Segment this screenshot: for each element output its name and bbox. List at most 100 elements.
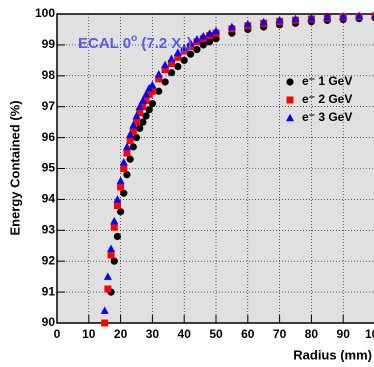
point xyxy=(212,26,220,35)
y-tick-label: 97 xyxy=(42,99,56,113)
point xyxy=(173,48,182,56)
point xyxy=(174,53,182,61)
point xyxy=(275,15,284,24)
point xyxy=(123,149,131,157)
point xyxy=(174,62,182,71)
point xyxy=(123,171,131,179)
point xyxy=(142,97,150,105)
point xyxy=(371,13,374,19)
point xyxy=(110,257,118,265)
y-tick-label: 98 xyxy=(42,68,56,82)
title-part: 0 xyxy=(181,45,187,56)
point xyxy=(126,137,134,145)
point xyxy=(259,17,268,26)
x-tick-label: 90 xyxy=(337,327,351,341)
point xyxy=(132,134,141,142)
x-axis-label: Radius (mm) xyxy=(293,347,372,362)
legend-label: e⁻ 3 GeV xyxy=(302,110,352,124)
legend-label: e⁻ 1 GeV xyxy=(302,74,352,88)
point xyxy=(107,251,115,259)
x-tick-label: 60 xyxy=(241,327,255,341)
y-tick-label: 99 xyxy=(42,37,56,51)
point xyxy=(161,66,169,74)
point xyxy=(212,35,220,43)
point xyxy=(122,142,131,151)
title-part: ) xyxy=(187,35,192,52)
point xyxy=(139,103,147,111)
title-part: ECAL 0 xyxy=(78,35,131,52)
point xyxy=(161,60,170,69)
point xyxy=(286,96,294,104)
x-tick-label: 80 xyxy=(305,327,319,341)
point xyxy=(192,35,201,43)
y-tick-label: 92 xyxy=(42,253,56,267)
point xyxy=(103,272,112,280)
point xyxy=(117,183,125,191)
y-tick-label: 90 xyxy=(42,315,56,329)
point xyxy=(193,45,201,54)
title-part: o xyxy=(131,33,137,44)
point xyxy=(100,306,109,314)
point xyxy=(167,54,176,63)
point xyxy=(145,106,153,114)
x-tick-label: 20 xyxy=(114,327,128,341)
point xyxy=(161,78,169,86)
title-part: (7.2 X xyxy=(137,35,181,52)
point xyxy=(167,59,175,67)
x-tick-label: 50 xyxy=(209,327,223,341)
point xyxy=(142,90,151,98)
point xyxy=(180,56,188,64)
point xyxy=(291,14,300,23)
point xyxy=(136,124,144,132)
point xyxy=(307,13,316,22)
point xyxy=(148,80,157,89)
point xyxy=(126,155,134,163)
point xyxy=(129,143,137,151)
point xyxy=(129,127,137,135)
point xyxy=(205,29,214,37)
x-tick-label: 40 xyxy=(178,327,192,341)
point xyxy=(113,202,121,210)
point xyxy=(107,244,116,253)
point xyxy=(139,118,147,126)
point xyxy=(101,319,109,327)
point xyxy=(199,41,207,49)
y-tick-label: 100 xyxy=(35,6,55,20)
point xyxy=(104,285,112,293)
point xyxy=(132,111,141,120)
y-tick-label: 93 xyxy=(42,222,56,236)
point xyxy=(120,165,128,172)
point xyxy=(286,78,294,86)
point xyxy=(206,38,214,46)
y-axis-label: Energy Contained (%) xyxy=(7,100,22,235)
x-tick-label: 30 xyxy=(146,327,160,341)
point xyxy=(155,75,163,83)
point xyxy=(113,195,122,203)
point xyxy=(339,12,348,20)
point xyxy=(167,69,176,77)
point xyxy=(355,11,364,20)
point xyxy=(323,12,332,21)
point xyxy=(126,130,135,138)
point xyxy=(286,113,294,122)
point xyxy=(116,176,125,185)
point xyxy=(119,158,128,166)
y-tick-label: 96 xyxy=(42,130,56,144)
point xyxy=(110,223,118,231)
point xyxy=(136,109,144,117)
point xyxy=(117,208,125,216)
point xyxy=(180,43,189,52)
point xyxy=(227,22,236,31)
x-tick-label: 10 xyxy=(82,327,96,341)
point xyxy=(186,50,195,58)
point xyxy=(113,232,122,241)
point xyxy=(120,189,128,197)
y-tick-label: 94 xyxy=(42,192,56,206)
legend-label: e⁻ 2 GeV xyxy=(302,92,352,106)
y-tick-label: 95 xyxy=(42,161,56,175)
point xyxy=(138,96,147,104)
chart-title: ECAL 0o (7.2 X0) xyxy=(78,33,192,56)
point xyxy=(199,32,208,40)
point xyxy=(133,118,140,126)
